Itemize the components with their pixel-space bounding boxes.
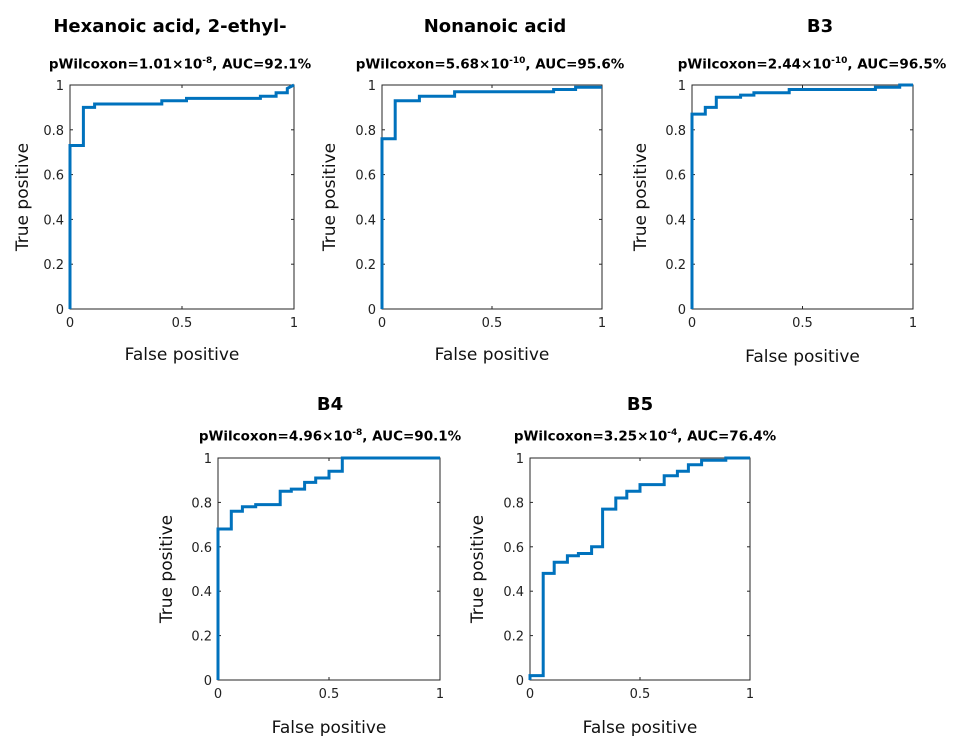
y-tick-label: 0.4 <box>43 213 64 228</box>
roc-chart: 0 0.5 1 0 0.2 0.4 0.6 0.8 1 False positive True po… <box>13 79 298 365</box>
x-axis-label: False positive <box>435 345 550 365</box>
y-tick-label: 0 <box>678 303 686 318</box>
x-tick-label: 0.5 <box>630 687 651 702</box>
y-tick-label: 1 <box>368 79 376 94</box>
y-axis-label: True positive <box>320 143 340 252</box>
y-tick-label: 0 <box>204 674 212 689</box>
y-axis-label: True positive <box>468 515 488 624</box>
x-tick-label: 0 <box>66 316 74 331</box>
y-axis-label: True positive <box>13 143 33 252</box>
x-axis-label: False positive <box>583 718 698 736</box>
y-tick-label: 1 <box>678 79 686 94</box>
y-tick-label: 0.2 <box>503 630 524 645</box>
y-tick-label: 0.8 <box>43 124 64 139</box>
y-tick-label: 0 <box>516 674 524 689</box>
y-tick-label: 0.2 <box>191 630 212 645</box>
y-axis-label: True positive <box>631 143 651 252</box>
chart-title: Hexanoic acid, 2-ethyl- <box>53 16 287 37</box>
y-tick-label: 0.4 <box>191 585 212 600</box>
x-tick-label: 0 <box>214 687 222 702</box>
roc-chart: 0 0.5 1 0 0.2 0.4 0.6 0.8 1 False positive True po… <box>468 452 754 736</box>
axes-box <box>381 84 603 310</box>
roc-panel-b4: B4 pWilcoxon=4.96×10-8, AUC=90.1% 0 0.5 1 0… <box>150 380 480 736</box>
roc-curve <box>380 85 602 309</box>
chart-stat: pWilcoxon=2.44×10-10, AUC=96.5% <box>677 56 947 73</box>
y-tick-label: 0.8 <box>191 496 212 511</box>
x-axis-label: False positive <box>272 718 387 736</box>
y-tick-label: 1 <box>204 452 212 467</box>
y-tick-label: 0.8 <box>665 124 686 139</box>
chart-title: B5 <box>626 394 654 415</box>
x-tick-label: 1 <box>909 316 917 331</box>
x-tick-label: 1 <box>290 316 298 331</box>
x-tick-label: 0 <box>526 687 534 702</box>
y-tick-label: 1 <box>516 452 524 467</box>
y-tick-label: 0.6 <box>191 541 212 556</box>
x-tick-label: 0.5 <box>172 316 193 331</box>
x-axis-label: False positive <box>125 345 240 365</box>
roc-panel-b3: B3 pWilcoxon=2.44×10-10, AUC=96.5% 0 0.5 1… <box>620 0 960 372</box>
y-tick-label: 0.6 <box>665 169 686 184</box>
roc-panel-hexanoic: Hexanoic acid, 2-ethyl- pWilcoxon=1.01×1… <box>0 0 311 372</box>
axes-box <box>69 84 295 310</box>
y-tick-label: 1 <box>56 79 64 94</box>
axes-box <box>217 457 441 681</box>
roc-curve <box>528 456 750 680</box>
x-axis-label: False positive <box>745 347 860 367</box>
roc-panel-b5: B5 pWilcoxon=3.25×10-4, AUC=76.4% 0 0.5 1 0… <box>460 380 790 736</box>
chart-stat: pWilcoxon=4.96×10-8, AUC=90.1% <box>198 428 462 445</box>
roc-chart: 0 0.5 1 0 0.2 0.4 0.6 0.8 1 False positive True po… <box>157 452 444 736</box>
x-tick-label: 0 <box>688 316 696 331</box>
roc-panel-nonanoic: Nonanoic acid pWilcoxon=5.68×10-10, AUC=… <box>310 0 640 372</box>
roc-chart: 0 0.5 1 0 0.2 0.4 0.6 0.8 1 False positive True po… <box>320 79 606 365</box>
axes-box <box>691 84 914 310</box>
chart-title: Nonanoic acid <box>423 16 567 37</box>
chart-title: B3 <box>806 16 834 37</box>
y-tick-label: 0.4 <box>665 213 686 228</box>
y-tick-label: 0.6 <box>43 169 64 184</box>
x-tick-label: 0 <box>378 316 386 331</box>
roc-chart: 0 0.5 1 0 0.2 0.4 0.6 0.8 1 False positive True po… <box>631 79 917 367</box>
y-tick-label: 0.4 <box>503 585 524 600</box>
roc-curve <box>216 456 440 680</box>
y-tick-label: 0.2 <box>43 258 64 273</box>
y-tick-label: 0 <box>56 303 64 318</box>
y-tick-label: 0.6 <box>503 541 524 556</box>
chart-stat: pWilcoxon=1.01×10-8, AUC=92.1% <box>48 56 312 73</box>
y-tick-label: 0.4 <box>355 213 376 228</box>
y-axis-label: True positive <box>157 515 177 624</box>
chart-stat: pWilcoxon=5.68×10-10, AUC=95.6% <box>355 56 625 73</box>
x-tick-label: 0.5 <box>482 316 503 331</box>
y-tick-label: 0.2 <box>665 258 686 273</box>
y-tick-label: 0.8 <box>355 124 376 139</box>
y-tick-label: 0.2 <box>355 258 376 273</box>
y-tick-label: 0.6 <box>355 169 376 184</box>
y-tick-label: 0.8 <box>503 496 524 511</box>
y-tick-label: 0 <box>368 303 376 318</box>
x-tick-label: 0.5 <box>792 316 813 331</box>
chart-stat: pWilcoxon=3.25×10-4, AUC=76.4% <box>513 428 777 445</box>
x-tick-label: 1 <box>746 687 754 702</box>
x-tick-label: 1 <box>436 687 444 702</box>
chart-title: B4 <box>316 394 344 415</box>
roc-curve <box>690 83 913 309</box>
x-tick-label: 1 <box>598 316 606 331</box>
roc-curve <box>68 83 295 309</box>
x-tick-label: 0.5 <box>319 687 340 702</box>
